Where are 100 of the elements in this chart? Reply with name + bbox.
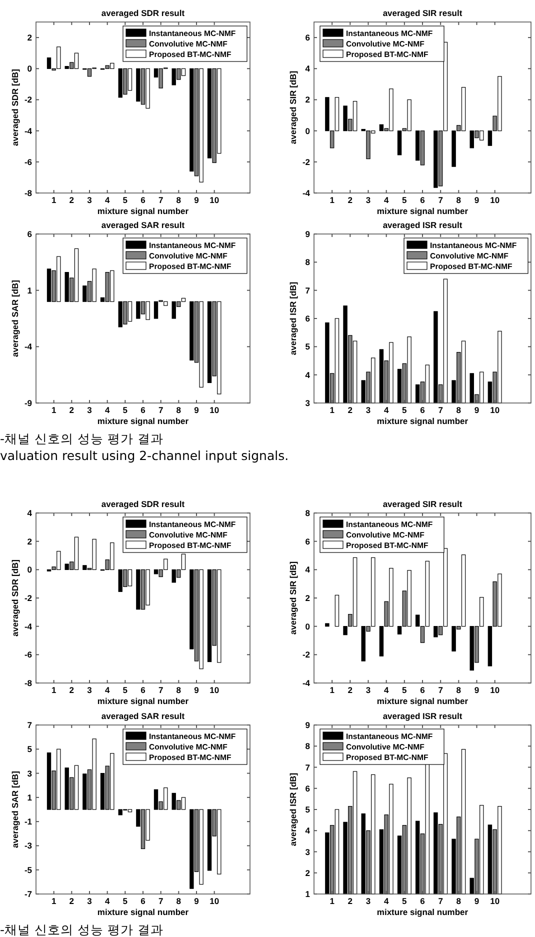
x-tick-label: 1 (51, 896, 56, 906)
y-tick-label: -2 (302, 156, 310, 167)
y-tick-label: 4 (305, 564, 310, 575)
y-tick-label: 6 (27, 229, 32, 239)
y-tick-label: 5 (305, 804, 310, 814)
y-axis-title: averaged ISR [dB] (288, 282, 298, 356)
y-tick-label: 6 (305, 536, 310, 546)
y-tick-label: 7 (305, 762, 310, 772)
x-tick-label: 4 (104, 896, 110, 906)
x-tick-label: 3 (87, 405, 92, 415)
y-tick-label: 7 (27, 720, 32, 730)
x-tick-label: 9 (474, 896, 480, 906)
x-tick-label: 8 (176, 685, 182, 695)
y-tick-label: 1 (27, 792, 32, 802)
x-tick-label: 6 (140, 195, 146, 205)
y-tick-label: 0 (305, 126, 310, 136)
x-tick-label: 6 (420, 685, 426, 695)
x-tick-label: 3 (366, 195, 371, 205)
y-tick-label: -4 (24, 126, 32, 136)
x-tick-label: 7 (438, 405, 444, 415)
y-axis-title: averaged SDR [dB] (10, 559, 20, 636)
x-tick-label: 6 (140, 685, 146, 695)
y-tick-label: -6 (24, 650, 32, 660)
y-tick-label: 9 (305, 720, 310, 730)
x-axis-title: mixture signal number (376, 206, 469, 216)
y-tick-label: -8 (24, 188, 32, 198)
y-tick-label: 5 (305, 342, 310, 352)
x-axis-title: mixture signal number (376, 416, 469, 426)
chart-title: averaged ISR result (382, 711, 462, 721)
x-axis-title: mixture signal number (97, 206, 190, 216)
x-tick-label: 8 (456, 195, 462, 205)
x-tick-label: 10 (210, 405, 220, 415)
x-axis-title: mixture signal number (97, 696, 190, 706)
x-tick-label: 4 (384, 685, 389, 695)
x-tick-label: 1 (51, 195, 56, 205)
y-tick-label: 6 (305, 783, 310, 794)
y-axis-title: averaged SIR [dB] (288, 70, 298, 144)
y-tick-label: -4 (24, 621, 32, 632)
y-tick-label: 1 (27, 285, 32, 296)
bar (325, 623, 330, 627)
y-tick-label: 2 (305, 94, 310, 105)
x-tick-label: 9 (474, 685, 480, 695)
y-tick-label: 6 (305, 32, 310, 43)
x-tick-label: 2 (69, 195, 74, 205)
y-tick-label: -4 (302, 678, 310, 688)
x-tick-label: 6 (420, 405, 426, 415)
y-tick-label: 2 (27, 32, 32, 43)
x-tick-label: 9 (194, 405, 200, 415)
y-tick-label: 3 (305, 846, 310, 857)
y-tick-label: -9 (24, 398, 32, 408)
y-tick-label: -1 (24, 816, 32, 827)
x-tick-label: 7 (438, 685, 444, 695)
x-tick-label: 9 (474, 195, 480, 205)
x-tick-label: 10 (490, 685, 500, 695)
y-axis-title: averaged SAR [dB] (10, 280, 20, 357)
x-tick-label: 5 (122, 195, 128, 205)
x-tick-label: 7 (158, 896, 164, 906)
y-tick-label: 7 (305, 285, 310, 296)
x-tick-label: 2 (348, 195, 353, 205)
y-tick-label: -2 (302, 650, 310, 660)
y-tick-label: 8 (305, 741, 310, 752)
x-tick-label: 5 (402, 405, 408, 415)
x-tick-label: 5 (402, 195, 408, 205)
y-tick-label: 5 (27, 744, 32, 754)
chart-title: averaged SDR result (101, 499, 185, 509)
x-tick-label: 7 (158, 195, 164, 205)
x-tick-label: 6 (420, 896, 426, 906)
x-tick-label: 2 (348, 896, 353, 906)
x-tick-label: 4 (384, 405, 389, 415)
x-tick-label: 8 (456, 685, 462, 695)
y-tick-label: 3 (27, 768, 32, 778)
y-tick-label: 8 (305, 257, 310, 268)
x-axis-title: mixture signal number (97, 907, 190, 917)
x-tick-label: 6 (420, 195, 426, 205)
x-tick-label: 9 (194, 896, 200, 906)
x-tick-label: 4 (104, 405, 110, 415)
x-tick-label: 2 (348, 405, 353, 415)
y-tick-label: -4 (302, 188, 310, 198)
y-tick-label: 1 (305, 889, 310, 899)
x-axis-title: mixture signal number (376, 907, 469, 917)
x-tick-label: 10 (210, 896, 220, 906)
y-tick-label: 4 (305, 826, 310, 836)
x-tick-label: 6 (140, 896, 146, 906)
x-tick-label: 3 (366, 405, 371, 415)
y-tick-label: -8 (24, 678, 32, 688)
y-tick-label: 6 (305, 314, 310, 324)
x-axis-title: mixture signal number (97, 416, 190, 426)
y-tick-label: -2 (24, 593, 32, 603)
y-axis-title: averaged ISR [dB] (288, 772, 298, 846)
chart-title: averaged SAR result (101, 220, 185, 230)
y-tick-label: 4 (27, 508, 32, 518)
y-tick-label: 0 (305, 621, 310, 632)
text: -채널 신호의 성능 평가 결과 (0, 922, 164, 937)
y-axis-title: averaged SDR [dB] (10, 68, 20, 146)
x-tick-label: 9 (194, 195, 200, 205)
y-tick-label: -4 (24, 342, 32, 352)
x-tick-label: 4 (104, 195, 110, 205)
x-tick-label: 9 (474, 405, 480, 415)
y-tick-label: -5 (24, 864, 32, 875)
y-tick-label: 9 (305, 229, 310, 239)
